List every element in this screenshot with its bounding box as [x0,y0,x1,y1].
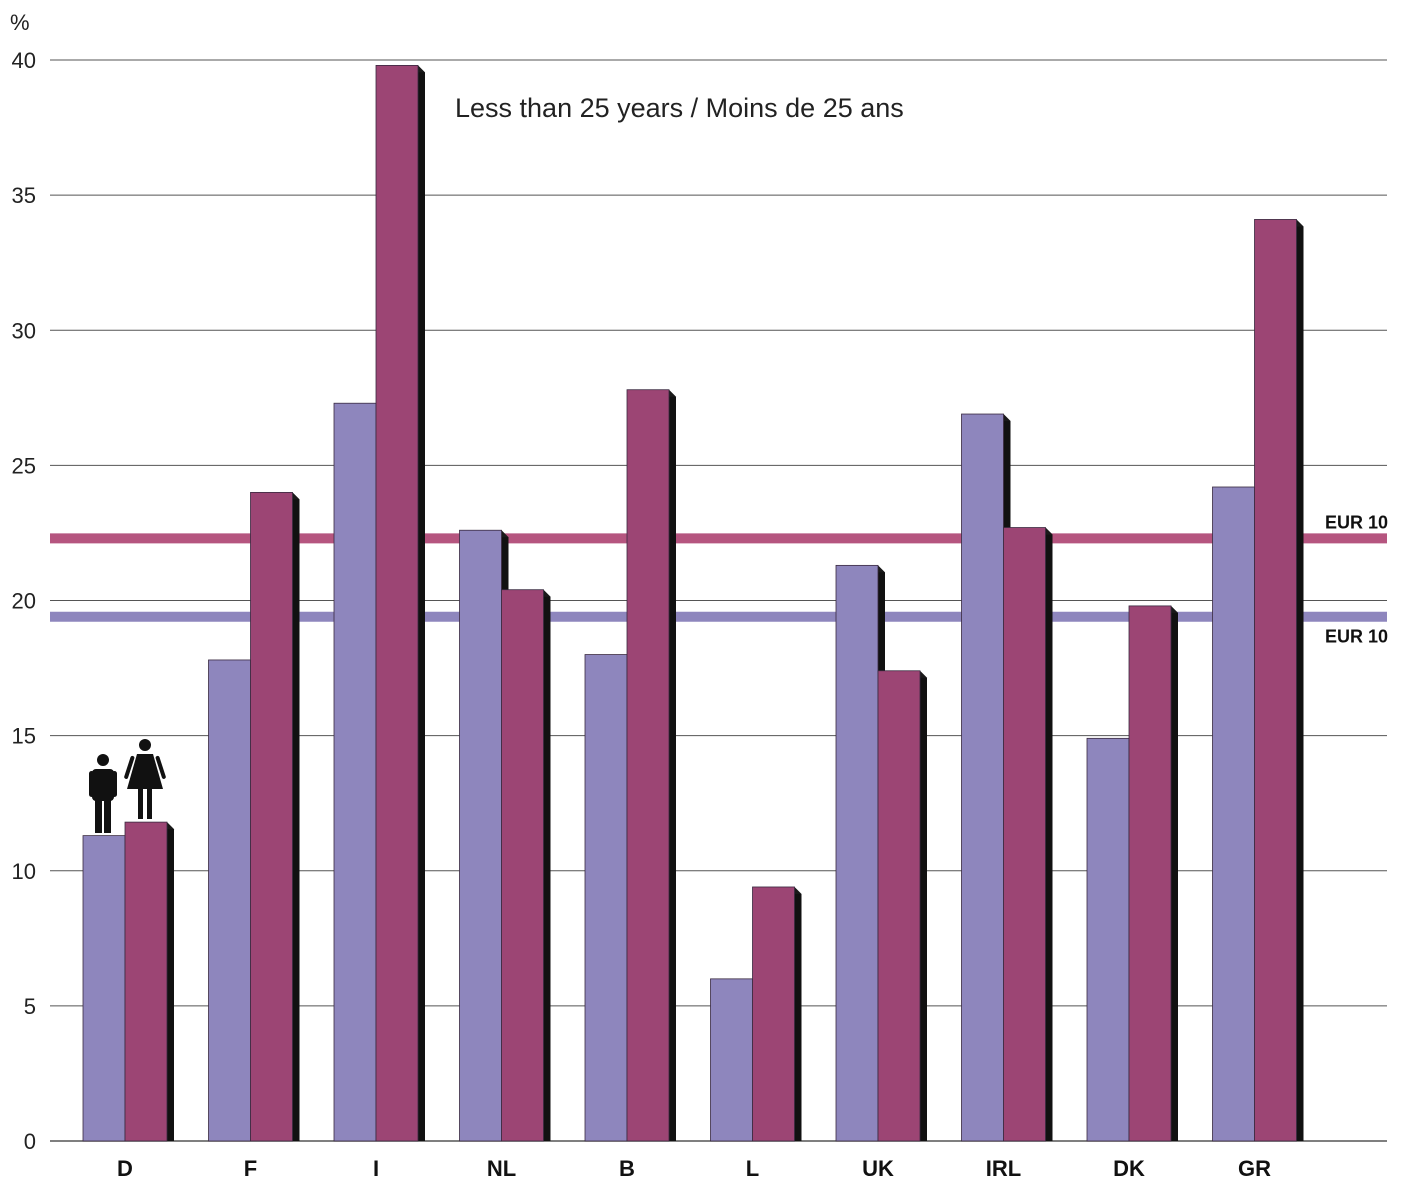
bar-side-shadow [669,389,676,1142]
y-tick-label: 15 [12,724,36,749]
eur10-reference-label: EUR 10 [1325,512,1388,532]
y-tick-label: 30 [12,318,36,343]
bar-b-men [584,654,628,1142]
bar-b-women [626,389,670,1142]
bar-side-shadow [920,670,927,1141]
bar-uk-women [877,670,921,1142]
y-tick-label: 40 [12,48,36,73]
bar-i-women [375,65,419,1142]
bar-side-shadow [292,492,300,1141]
bar-side-shadow [418,65,425,1141]
bar-gr-women [1254,219,1297,1142]
man-icon [89,754,117,833]
y-tick-label: 5 [24,994,36,1019]
legend-icons [89,739,166,833]
y-tick-label: 20 [12,589,36,614]
x-category-label: DK [1113,1156,1145,1180]
x-category-label: IRL [986,1156,1021,1180]
x-category-label: F [244,1156,257,1180]
x-category-label: UK [862,1156,894,1180]
bar-d-women [124,821,168,1142]
bar-nl-men [459,529,502,1142]
eur10-reference-label: EUR 10 [1325,627,1388,647]
bars [82,65,1304,1142]
bar-side-shadow [1171,605,1178,1141]
x-category-label: GR [1238,1156,1271,1180]
x-category-label: NL [487,1156,516,1180]
bar-side-shadow [543,589,551,1141]
bar-uk-men [835,564,879,1142]
bar-l-men [710,978,753,1142]
bar-d-men [82,835,126,1142]
bar-side-shadow [794,886,802,1141]
bar-f-women [250,491,293,1142]
bar-irl-women [1003,527,1046,1142]
bar-f-men [208,659,251,1142]
bar-nl-women [501,589,544,1142]
y-axis-unit: % [10,10,30,35]
bar-side-shadow [1296,219,1304,1141]
bar-side-shadow [1045,527,1053,1141]
x-category-label: D [117,1156,133,1180]
x-category-label: B [619,1156,635,1180]
bar-irl-men [961,413,1004,1142]
y-tick-label: 10 [12,859,36,884]
chart-title: Less than 25 years / Moins de 25 ans [455,93,904,123]
labels: 0 5 10 15 20 25 30 35 40 EUR 10 EUR 10 D F I NL B L UK IRL… [12,48,1388,1180]
bar-l-women [752,886,795,1142]
bar-gr-men [1212,486,1255,1142]
x-category-label: I [373,1156,379,1180]
y-tick-label: 25 [12,453,36,478]
bar-dk-women [1128,605,1172,1142]
y-tick-label: 0 [24,1129,36,1154]
bar-side-shadow [167,822,174,1141]
bar-i-men [333,402,377,1142]
bar-dk-men [1086,737,1130,1142]
x-category-label: L [746,1156,759,1180]
woman-icon [124,739,166,819]
y-tick-label: 35 [12,183,36,208]
